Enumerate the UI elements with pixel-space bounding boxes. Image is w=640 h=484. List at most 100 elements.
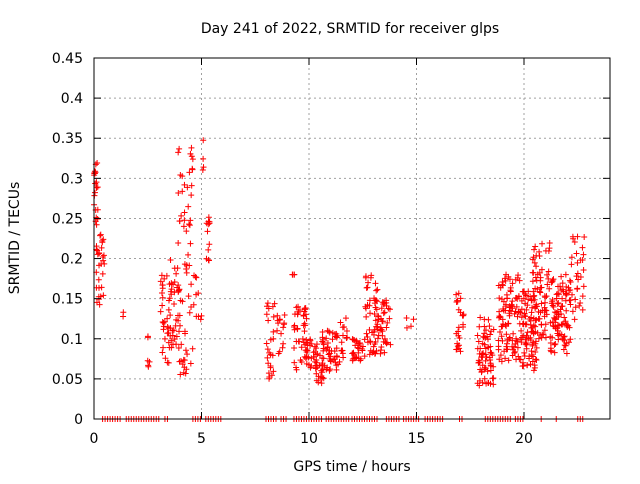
plot-frame	[93, 57, 611, 420]
data-point	[170, 327, 177, 334]
data-point	[518, 334, 525, 341]
y-tick-label: 0.2	[61, 252, 83, 268]
data-point	[512, 308, 519, 315]
data-point	[276, 348, 283, 355]
data-point	[158, 290, 165, 297]
data-point	[93, 299, 100, 306]
data-point	[303, 315, 310, 322]
data-point	[509, 343, 516, 350]
data-point	[523, 345, 530, 352]
data-point	[523, 339, 530, 346]
data-point	[361, 353, 368, 360]
data-point	[95, 250, 102, 257]
data-point	[573, 250, 580, 257]
data-point	[547, 339, 554, 346]
data-point	[357, 357, 364, 364]
data-point	[410, 316, 417, 323]
data-point	[520, 362, 527, 369]
data-point	[176, 145, 183, 152]
data-point	[186, 309, 193, 316]
data-point	[269, 352, 276, 359]
data-point	[266, 375, 273, 382]
data-point	[573, 273, 580, 280]
data-point	[185, 203, 192, 210]
data-point	[297, 357, 304, 364]
data-point	[362, 273, 369, 280]
data-point	[181, 261, 188, 268]
data-point	[554, 290, 561, 297]
data-point	[532, 349, 539, 356]
data-point	[175, 149, 182, 156]
data-point	[175, 317, 182, 324]
data-point	[504, 295, 511, 302]
data-point	[517, 309, 524, 316]
data-point	[579, 256, 586, 263]
data-point	[487, 331, 494, 338]
data-point	[161, 275, 168, 282]
data-point	[163, 272, 170, 279]
data-point	[521, 310, 528, 317]
data-point	[483, 380, 490, 387]
data-point	[572, 304, 579, 311]
data-point	[496, 329, 503, 336]
data-point	[274, 327, 281, 334]
data-point	[523, 306, 530, 313]
data-point	[326, 355, 333, 362]
data-point	[179, 361, 186, 368]
data-point	[200, 155, 207, 162]
data-point	[549, 334, 556, 341]
data-point	[537, 277, 544, 284]
data-point	[513, 337, 520, 344]
data-point	[278, 330, 285, 337]
data-point	[183, 265, 190, 272]
data-point	[541, 293, 548, 300]
data-point	[579, 306, 586, 313]
data-point	[379, 332, 386, 339]
data-point	[366, 302, 373, 309]
data-point	[536, 248, 543, 255]
data-point	[475, 338, 482, 345]
data-point	[511, 310, 518, 317]
data-point	[548, 300, 555, 307]
data-point	[338, 339, 345, 346]
x-tick-label: 5	[197, 431, 206, 447]
data-point	[454, 297, 461, 304]
data-point	[181, 209, 188, 216]
data-point	[506, 303, 513, 310]
data-point	[453, 291, 460, 298]
data-point	[188, 182, 195, 189]
data-point	[566, 277, 573, 284]
data-point	[480, 333, 487, 340]
data-point	[160, 319, 167, 326]
data-point	[576, 302, 583, 309]
data-point	[339, 324, 346, 331]
data-point	[500, 298, 507, 305]
data-point	[499, 323, 506, 330]
data-point	[183, 366, 190, 373]
data-point	[580, 251, 587, 258]
data-point	[531, 259, 538, 266]
data-point	[327, 366, 334, 373]
data-point	[507, 287, 514, 294]
data-point	[189, 345, 196, 352]
data-point	[159, 302, 166, 309]
data-point	[343, 334, 350, 341]
data-point	[164, 315, 171, 322]
data-point	[178, 212, 185, 219]
data-point	[352, 354, 359, 361]
data-point	[177, 297, 184, 304]
data-point	[359, 347, 366, 354]
data-point	[532, 338, 539, 345]
ticks-layer: 0 0.05 0.1 0.15 0.2 0.25 0.3 0.35 0.4 0.45 0 5 10 15 2…	[52, 51, 610, 447]
data-point	[534, 271, 541, 278]
data-point	[484, 368, 491, 375]
data-point	[186, 169, 193, 176]
data-point	[557, 283, 564, 290]
data-point	[294, 311, 301, 318]
data-point	[497, 352, 504, 359]
data-point	[383, 324, 390, 331]
data-point	[481, 341, 488, 348]
data-point	[264, 346, 271, 353]
data-point	[175, 189, 182, 196]
